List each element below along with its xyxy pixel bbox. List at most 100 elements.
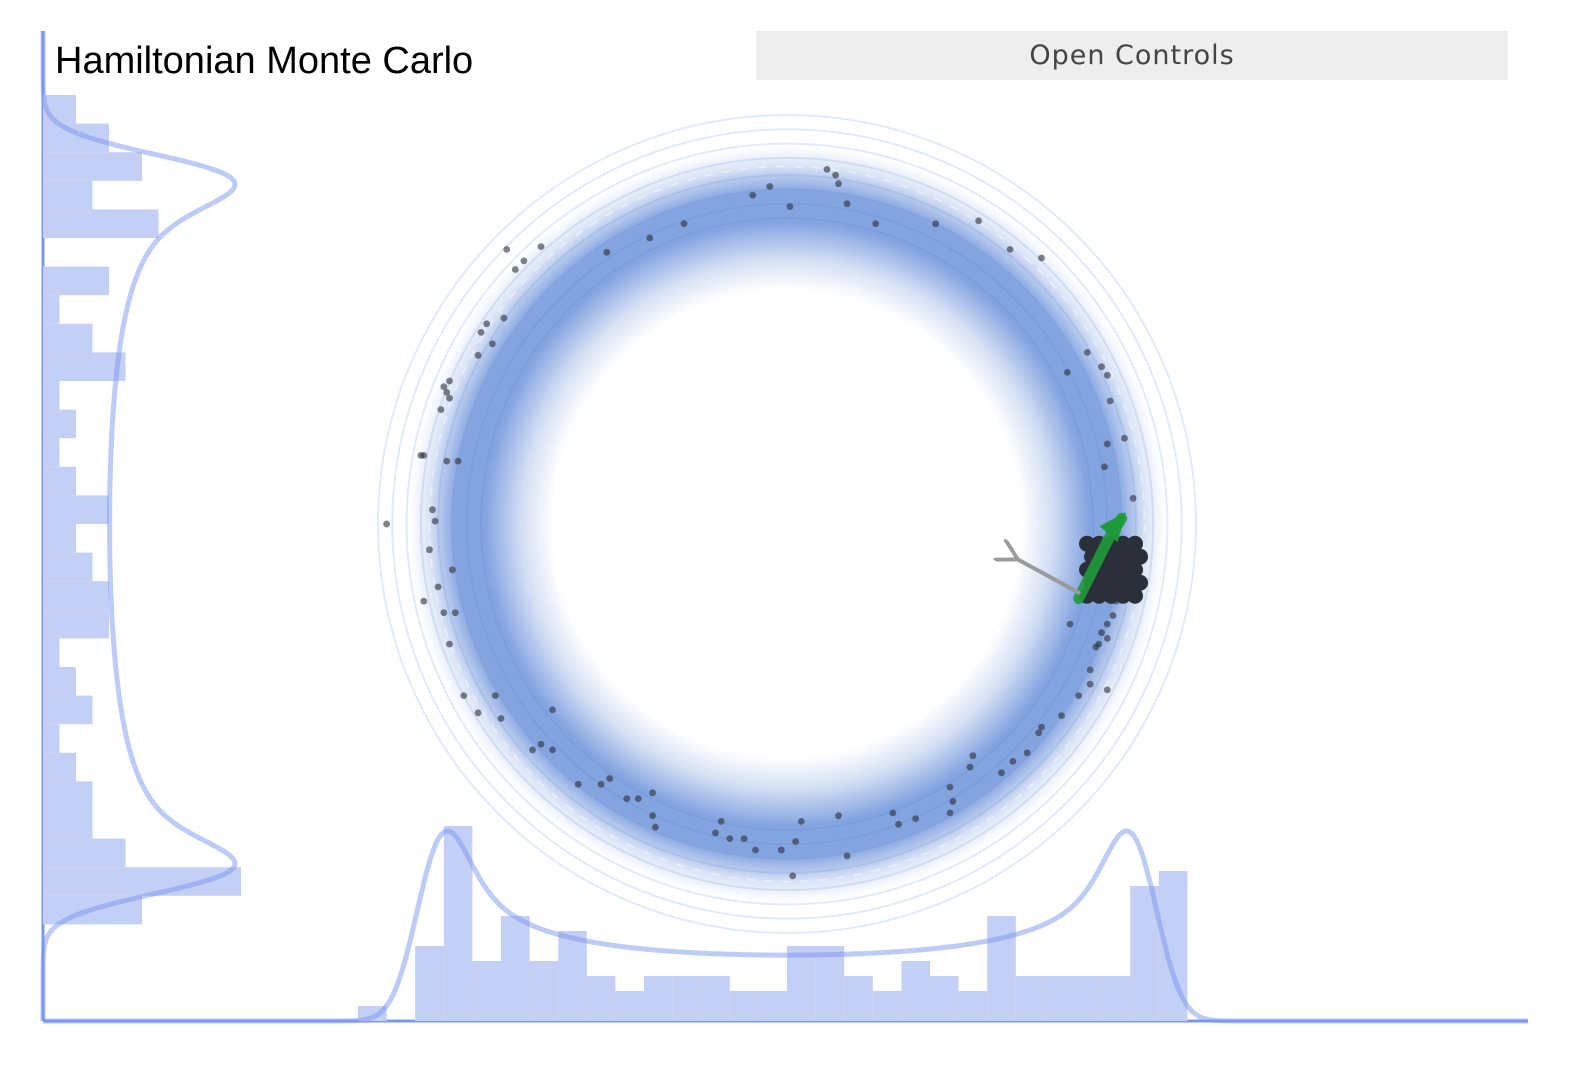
y-histogram-bar — [43, 466, 76, 496]
x-histogram-bar — [930, 976, 959, 1021]
cluster-point — [1127, 561, 1144, 578]
sample-point — [1103, 371, 1111, 379]
x-density-curve — [43, 828, 1528, 1024]
sample-point — [740, 835, 748, 842]
sample-point — [606, 775, 614, 782]
sample-point — [1103, 686, 1111, 694]
density-contour — [480, 217, 1094, 831]
sample-point — [1101, 463, 1108, 471]
cluster-point — [1079, 535, 1096, 552]
sample-point — [383, 520, 390, 528]
x-marginal-histogram — [43, 826, 1528, 1024]
density-contour — [419, 156, 1155, 892]
x-histogram-bar — [415, 946, 444, 1021]
sample-point — [946, 783, 954, 791]
sample-point — [843, 852, 851, 860]
density-band — [409, 146, 1165, 902]
x-histogram-bar — [872, 991, 902, 1021]
x-histogram-bar — [472, 961, 501, 1021]
sample-point — [500, 314, 508, 322]
sample-point — [1035, 729, 1043, 737]
sample-point — [777, 846, 785, 854]
momentum-arrow — [1016, 558, 1081, 595]
sample-point — [443, 389, 451, 396]
sample-point — [717, 818, 725, 825]
sample-point — [652, 823, 659, 831]
sample-point — [434, 583, 442, 591]
sample-point — [766, 183, 774, 190]
sample-point — [975, 217, 982, 225]
sample-point — [477, 329, 485, 336]
x-histogram-bar — [501, 916, 530, 1021]
sample-point — [503, 246, 511, 253]
sample-point — [1103, 440, 1111, 448]
cluster-point — [1120, 548, 1137, 565]
sample-point — [646, 234, 654, 242]
sample-point — [912, 815, 920, 822]
sample-point — [1103, 635, 1111, 642]
sample-point — [998, 769, 1005, 777]
sample-point — [420, 597, 428, 605]
y-histogram-bar — [43, 123, 109, 153]
sample-points — [383, 166, 1137, 880]
cluster-point — [1091, 587, 1108, 604]
sample-point — [491, 692, 499, 699]
y-histogram-bar — [43, 695, 93, 725]
x-histogram-bar — [558, 931, 587, 1021]
sample-point — [1063, 369, 1071, 376]
open-controls-button[interactable]: Open Controls — [756, 31, 1508, 80]
sample-point — [1086, 680, 1094, 688]
sample-point — [1058, 712, 1065, 719]
sample-point — [537, 740, 545, 748]
x-histogram-bar — [1073, 976, 1102, 1021]
density-mode-ring — [428, 165, 1146, 883]
density-contour — [377, 114, 1197, 934]
sample-point — [451, 609, 459, 617]
density-contour — [405, 142, 1169, 906]
leapfrog-trajectory — [1073, 512, 1128, 604]
cluster-point — [1115, 561, 1132, 578]
cluster-point — [1103, 587, 1120, 604]
sample-point — [1006, 246, 1014, 253]
sample-point — [1083, 349, 1091, 356]
density-contour — [391, 128, 1183, 920]
x-histogram-bar — [758, 991, 787, 1021]
y-histogram-bar — [43, 810, 93, 839]
y-histogram-bar — [43, 524, 76, 553]
sample-point — [1038, 723, 1045, 731]
y-histogram-bar — [43, 609, 109, 639]
x-histogram-bar — [586, 976, 616, 1021]
y-histogram-bar — [43, 581, 109, 610]
sample-point — [511, 266, 519, 273]
sample-point — [949, 798, 957, 805]
sample-point — [789, 872, 797, 880]
y-histogram-bar — [43, 438, 60, 467]
y-histogram-bar — [43, 667, 76, 696]
y-histogram-bar — [43, 209, 159, 238]
sample-point — [889, 809, 897, 817]
sample-point — [843, 200, 851, 208]
sample-point — [597, 780, 605, 788]
sample-point — [1038, 254, 1045, 262]
x-histogram-bar — [701, 976, 730, 1021]
y-histogram-bar — [43, 152, 142, 181]
sample-point — [623, 795, 631, 802]
sample-point — [431, 517, 439, 525]
x-histogram-bar — [672, 976, 702, 1021]
sample-point — [823, 166, 831, 173]
y-histogram-bar — [43, 752, 76, 782]
cluster-point — [1132, 574, 1149, 591]
y-histogram-bar — [43, 838, 126, 868]
sample-point — [946, 809, 954, 817]
sample-point — [446, 640, 453, 648]
x-histogram-bar — [901, 961, 930, 1021]
sample-point — [454, 457, 462, 465]
sample-point — [497, 715, 505, 722]
cluster-point — [1108, 574, 1125, 591]
sample-point — [1023, 749, 1031, 757]
sample-point — [603, 248, 611, 256]
cluster-point — [1115, 587, 1132, 604]
sample-point — [1075, 692, 1083, 699]
cluster-point — [1127, 587, 1144, 604]
